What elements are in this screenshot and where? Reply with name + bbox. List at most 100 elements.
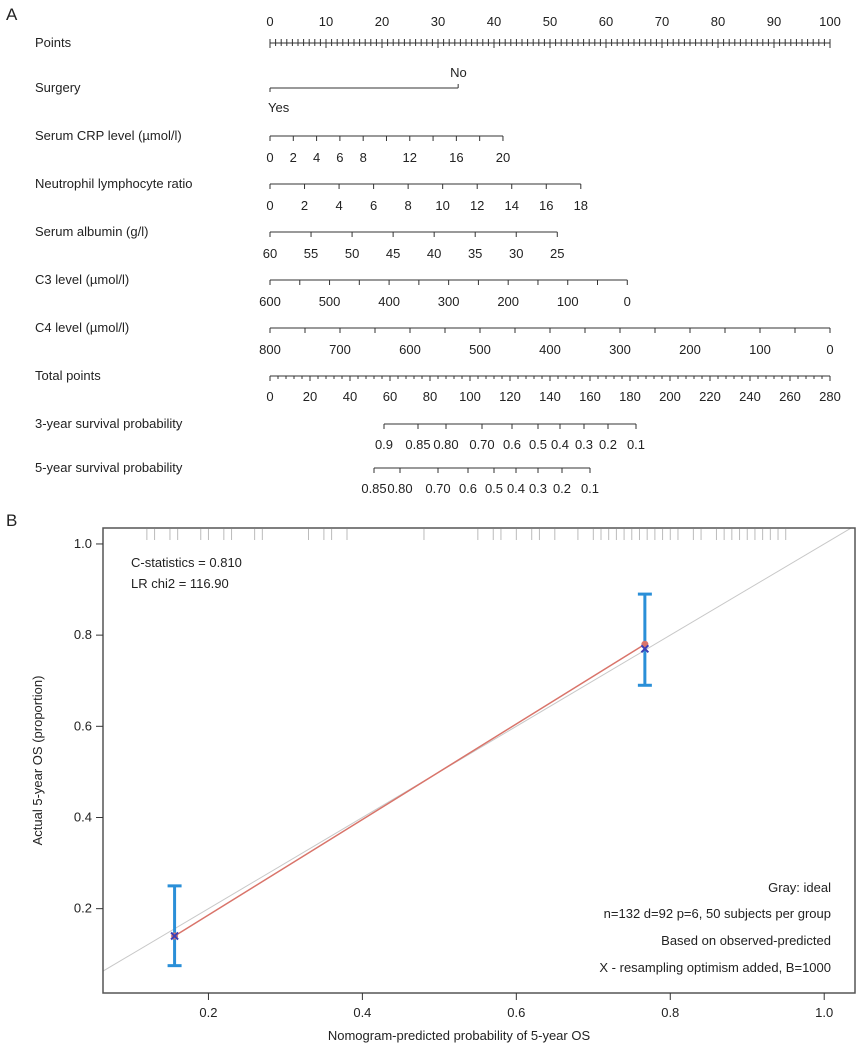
tick-label: 14 [504,198,518,213]
axis-3: 0 2 4 6 8 10 12 14 16 18 [266,183,588,213]
plot-frame [102,527,856,994]
tick-label: 120 [499,389,521,404]
tick-label: 0.3 [529,481,547,496]
row-label: Surgery [35,80,81,95]
tick-label: 100 [459,389,481,404]
panel-label-b: B [6,511,17,530]
tick-label: 30 [509,246,523,261]
tick-label: 40 [427,246,441,261]
y-tick-label: 0.2 [74,901,92,916]
tick-label: 45 [386,246,400,261]
corrected-point-x [640,644,650,654]
tick-label: 300 [609,342,631,357]
tick-label: 260 [779,389,801,404]
tick-label: 16 [449,150,463,165]
panel-label-a: A [6,5,18,24]
tick-label: 4 [313,150,320,165]
tick-label: 4 [335,198,342,213]
level-label: Yes [268,100,290,115]
tick-label: 0.6 [503,437,521,452]
tick-label: 8 [360,150,367,165]
tick-label: 200 [659,389,681,404]
tick-label: 90 [767,14,781,29]
tick-label: 400 [539,342,561,357]
tick-label: 200 [679,342,701,357]
tick-label: 0.5 [485,481,503,496]
axis-5: 600 500 400 300 200 100 0 [259,279,631,309]
tick-label: 0 [266,389,273,404]
tick-label: 16 [539,198,553,213]
x-tick-label: 0.4 [353,1005,371,1020]
y-tick-label: 0.6 [74,718,92,733]
tick-label: 800 [259,342,281,357]
tick-label: 0 [266,14,273,29]
tick-label: 70 [655,14,669,29]
apparent-line [174,643,646,937]
axis-6: 800 700 600 500 400 300 200 100 0 [259,327,834,357]
tick-label: 20 [303,389,317,404]
tick-label: 600 [399,342,421,357]
legend-text: Gray: ideal [768,880,831,895]
x-axis-label: Nomogram-predicted probability of 5-year… [328,1028,591,1043]
tick-label: 280 [819,389,841,404]
tick-label: 55 [304,246,318,261]
corrected-point-x [170,931,179,941]
tick-label: 0.9 [375,437,393,452]
tick-label: 0.85 [405,437,430,452]
tick-label: 240 [739,389,761,404]
tick-label: 0 [826,342,833,357]
tick-label: 35 [468,246,482,261]
tick-label: 0.5 [529,437,547,452]
x-tick-label: 0.6 [507,1005,525,1020]
tick-label: 18 [574,198,588,213]
tick-label: 0.4 [507,481,525,496]
tick-label: 0.3 [575,437,593,452]
axis-1: Yes No [268,65,467,115]
tick-label: 10 [435,198,449,213]
tick-label: 400 [378,294,400,309]
tick-label: 40 [487,14,501,29]
tick-label: 200 [497,294,519,309]
tick-label: 60 [383,389,397,404]
tick-label: 300 [438,294,460,309]
c-statistic-text: C-statistics = 0.810 [131,555,242,570]
row-label: Points [35,35,72,50]
tick-label: 2 [301,198,308,213]
tick-label: 220 [699,389,721,404]
tick-label: 80 [423,389,437,404]
tick-label: 0 [266,150,273,165]
tick-label: 50 [543,14,557,29]
tick-label: 0.85 [361,481,386,496]
tick-label: 12 [403,150,417,165]
tick-label: 0.6 [459,481,477,496]
row-label: Total points [35,368,101,383]
legend-text: n=132 d=92 p=6, 50 subjects per group [604,906,831,921]
tick-label: 180 [619,389,641,404]
tick-label: 25 [550,246,564,261]
tick-label: 160 [579,389,601,404]
tick-label: 600 [259,294,281,309]
tick-label: 0.4 [551,437,569,452]
tick-label: 0.1 [581,481,599,496]
row-label: C3 level (µmol/l) [35,272,129,287]
tick-label: 0.70 [425,481,450,496]
legend-text: Based on observed-predicted [661,933,831,948]
tick-label: 500 [469,342,491,357]
row-label: 3-year survival probability [35,416,183,431]
tick-label: 0.1 [627,437,645,452]
y-tick-label: 1.0 [74,536,92,551]
level-label: No [450,65,467,80]
tick-label: 50 [345,246,359,261]
y-tick-label: 0.4 [74,809,92,824]
row-label: Neutrophil lymphocyte ratio [35,176,193,191]
tick-label: 20 [375,14,389,29]
tick-label: 10 [319,14,333,29]
x-tick-label: 1.0 [815,1005,833,1020]
tick-label: 6 [336,150,343,165]
legend-text: X - resampling optimism added, B=1000 [599,960,831,975]
tick-label: 60 [599,14,613,29]
y-axis-label: Actual 5-year OS (proportion) [30,676,45,846]
axis-0: 0 10 20 30 40 50 60 70 80 90 100 [266,14,841,48]
